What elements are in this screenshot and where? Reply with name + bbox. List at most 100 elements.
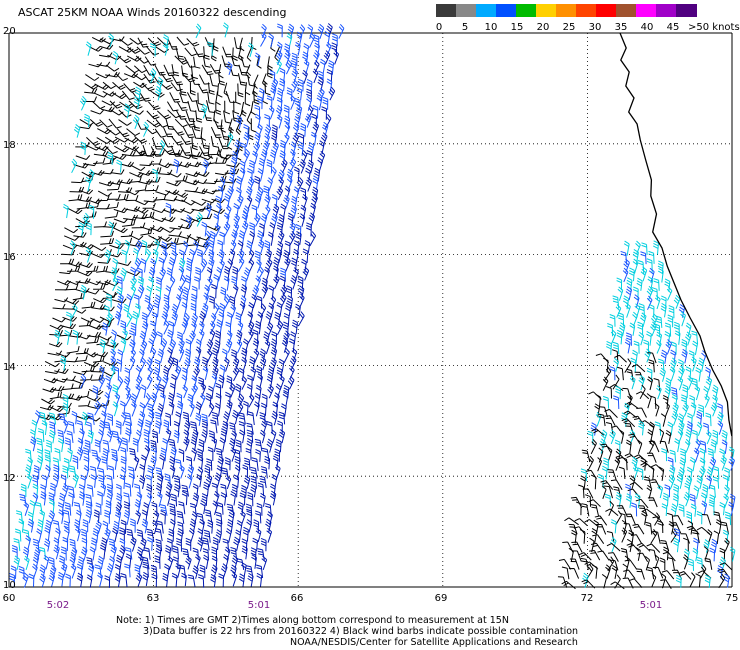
wind-barb (195, 171, 210, 177)
wind-barb (615, 448, 622, 463)
legend-tick: 30 (588, 22, 602, 33)
wind-barb (637, 467, 644, 480)
wind-barb (57, 429, 65, 444)
wind-barb (724, 467, 730, 482)
wind-barb (154, 420, 162, 434)
wind-barb (265, 257, 273, 273)
wind-barb (102, 81, 116, 90)
wind-barb (268, 302, 275, 318)
wind-barb (221, 467, 229, 480)
wind-barb (133, 81, 147, 89)
wind-barb (706, 466, 714, 481)
wind-barb (173, 475, 181, 489)
wind-barb (281, 337, 289, 353)
wind-barb (235, 529, 242, 543)
wind-barb (198, 574, 205, 588)
wind-barb (163, 34, 169, 48)
wind-barb (278, 213, 285, 228)
wind-barb (282, 391, 289, 407)
wind-barb (211, 482, 218, 497)
wind-barb (112, 401, 119, 417)
wind-barb (95, 502, 102, 516)
wind-barb (223, 212, 230, 228)
wind-barb (76, 446, 84, 461)
wind-barb (668, 305, 675, 319)
wind-barb (236, 194, 244, 210)
wind-barb (589, 537, 595, 553)
wind-barb (263, 331, 270, 345)
wind-barb (119, 237, 133, 245)
wind-barb (136, 546, 144, 561)
wind-barb (607, 469, 617, 480)
wind-barb (628, 433, 641, 445)
wind-barb (275, 438, 282, 453)
wind-barb (126, 528, 134, 542)
wind-barb (302, 266, 310, 281)
wind-barb (154, 239, 160, 254)
wind-barb (163, 302, 170, 318)
wind-barb (86, 484, 94, 497)
wind-barb (321, 106, 327, 120)
wind-barb (63, 520, 70, 534)
wind-barb (255, 113, 261, 129)
wind-barb (254, 392, 261, 408)
note-line-2: 3)Data buffer is 22 hrs from 20160322 4)… (143, 626, 579, 637)
wind-barb (272, 141, 279, 157)
wind-barb (171, 311, 178, 327)
wind-barb (688, 558, 694, 571)
wind-barb (178, 154, 193, 160)
wind-barb (591, 542, 603, 553)
wind-barb (116, 275, 123, 290)
wind-barb (172, 545, 179, 560)
wind-barb (112, 50, 119, 65)
wind-barb (650, 321, 657, 337)
wind-barb (292, 132, 300, 147)
wind-barb (700, 564, 707, 579)
wind-barb (177, 527, 184, 543)
wind-barb (641, 510, 647, 525)
pass-time-2: 5:01 (247, 600, 271, 611)
wind-barb (175, 237, 189, 245)
wind-barb (212, 536, 219, 551)
wind-barb (603, 457, 609, 471)
wind-barb (169, 224, 183, 230)
wind-barb (258, 157, 265, 173)
wind-barb (649, 421, 655, 436)
wind-barb (202, 189, 217, 195)
wind-barb (216, 266, 223, 282)
wind-barb (211, 436, 218, 452)
wind-barb (680, 311, 686, 327)
wind-barb (238, 421, 246, 435)
legend-swatch (476, 4, 497, 17)
wind-barb (54, 297, 69, 303)
wind-barb (80, 474, 86, 489)
wind-barb (659, 440, 669, 453)
wind-barb (632, 258, 639, 274)
wind-barb (238, 412, 246, 425)
wind-barb (692, 340, 698, 355)
wind-barb (686, 510, 692, 525)
wind-barb (614, 439, 621, 454)
wind-barb (274, 311, 281, 326)
wind-barb (162, 42, 169, 56)
wind-barb (137, 37, 149, 48)
wind-barb (124, 482, 132, 497)
wind-barb (599, 438, 606, 454)
wind-barb (187, 574, 196, 587)
wind-barb (125, 206, 141, 212)
wind-barb (678, 365, 685, 381)
legend-swatch (456, 4, 477, 17)
wind-barb (111, 448, 118, 462)
wind-barb (603, 485, 613, 499)
wind-barb (610, 329, 617, 345)
wind-barb (257, 548, 265, 561)
legend-swatch (676, 4, 697, 17)
wind-barb (291, 68, 298, 84)
wind-barb (268, 33, 274, 48)
legend-tick: 5 (461, 22, 469, 33)
wind-barb (178, 223, 193, 230)
wind-barb (173, 429, 180, 444)
wind-barb (307, 159, 314, 174)
wind-barb (143, 437, 150, 452)
wind-barb (267, 65, 273, 79)
